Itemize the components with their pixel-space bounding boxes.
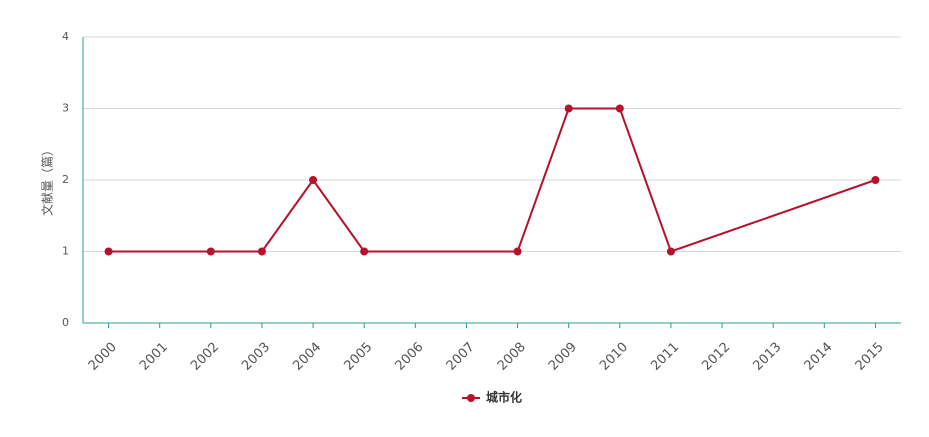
data-point <box>564 104 573 113</box>
x-tick-label: 2012 <box>699 340 733 374</box>
x-tick-label: 2008 <box>495 340 529 374</box>
x-tick-label: 2006 <box>393 340 427 374</box>
x-tick-label: 2014 <box>802 340 836 374</box>
data-point <box>104 247 113 256</box>
data-point <box>615 104 624 113</box>
x-tick-label: 2000 <box>86 340 120 374</box>
y-axis-label: 文献量（篇） <box>40 144 55 216</box>
x-tick-label: 2007 <box>444 340 478 374</box>
x-tick-label: 2013 <box>750 340 784 374</box>
data-point <box>257 247 266 256</box>
data-point <box>360 247 369 256</box>
y-tick-label: 2 <box>62 173 69 186</box>
x-tick-label: 2009 <box>546 340 580 374</box>
x-tick-label: 2015 <box>853 340 887 374</box>
x-tick-label: 2010 <box>597 340 631 374</box>
x-tick-label: 2005 <box>341 340 375 374</box>
x-tick-label: 2002 <box>188 340 222 374</box>
y-tick-label: 3 <box>62 102 69 115</box>
y-tick-label: 0 <box>62 316 69 329</box>
x-tick-label: 2004 <box>290 340 324 374</box>
data-point <box>871 176 880 184</box>
data-point <box>513 247 522 256</box>
x-tick-label: 2003 <box>239 340 273 374</box>
y-tick-label: 1 <box>62 245 69 258</box>
x-tick-label: 2001 <box>137 340 171 374</box>
legend-label: 城市化 <box>486 390 522 405</box>
data-point <box>666 247 675 256</box>
data-point <box>206 247 215 256</box>
x-tick-label: 2011 <box>648 340 682 374</box>
series-line <box>108 107 876 253</box>
data-point <box>309 176 318 184</box>
legend-marker <box>467 394 475 402</box>
y-tick-label: 4 <box>62 30 69 43</box>
